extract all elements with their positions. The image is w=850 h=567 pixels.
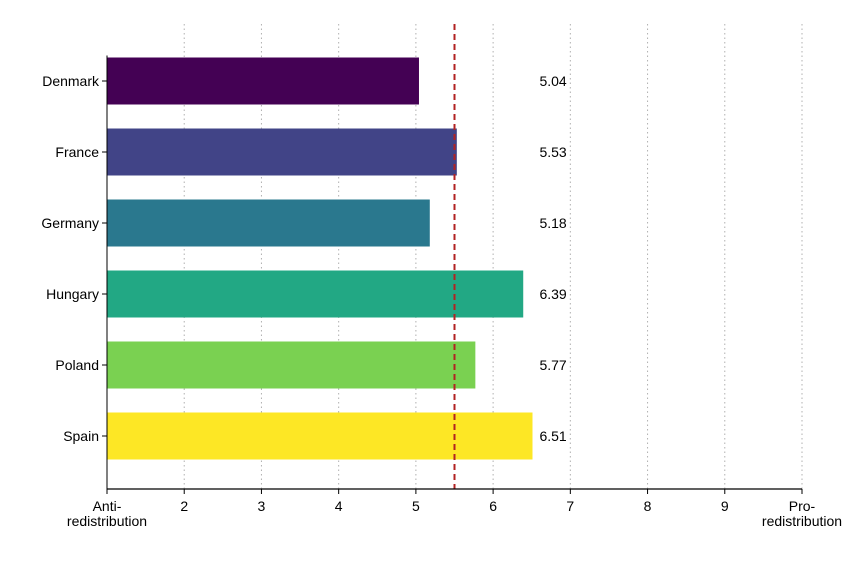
category-labels: Denmark France Germany Hungary Poland Spain	[41, 73, 100, 444]
value-label-poland: 5.77	[539, 357, 566, 373]
category-label-spain: Spain	[63, 428, 99, 444]
x-tick-label-9: 9	[721, 498, 729, 514]
bar-denmark	[107, 57, 419, 105]
category-label-denmark: Denmark	[42, 73, 100, 89]
x-tick-label-2: 2	[180, 498, 188, 514]
x-tick-labels: Anti-redistribution 2 3 4 5 6 7 8 9 Pro-redistrib…	[67, 498, 842, 529]
bar-hungary	[107, 270, 524, 318]
x-tick-label-1: Anti-redistribution	[67, 498, 147, 529]
x-tick-label-8: 8	[644, 498, 652, 514]
category-label-hungary: Hungary	[46, 286, 99, 302]
value-label-denmark: 5.04	[539, 73, 566, 89]
value-label-germany: 5.18	[539, 215, 566, 231]
value-label-spain: 6.51	[539, 428, 566, 444]
bar-spain	[107, 412, 533, 460]
value-label-hungary: 6.39	[539, 286, 566, 302]
category-label-germany: Germany	[41, 215, 99, 231]
x-tick-label-3: 3	[258, 498, 266, 514]
x-tick-label-4: 4	[335, 498, 343, 514]
x-tick-label-5: 5	[412, 498, 420, 514]
category-label-france: France	[55, 144, 99, 160]
bar-france	[107, 128, 457, 176]
x-tick-label-10: Pro-redistribution	[762, 498, 842, 529]
x-tick-label-7: 7	[566, 498, 574, 514]
category-label-poland: Poland	[55, 357, 99, 373]
value-label-france: 5.53	[539, 144, 566, 160]
bars	[107, 57, 533, 460]
axes	[102, 55, 803, 494]
bar-germany	[107, 199, 430, 247]
bar-poland	[107, 341, 476, 389]
value-labels: 5.04 5.53 5.18 6.39 5.77 6.51	[539, 73, 566, 444]
x-tick-label-6: 6	[489, 498, 497, 514]
